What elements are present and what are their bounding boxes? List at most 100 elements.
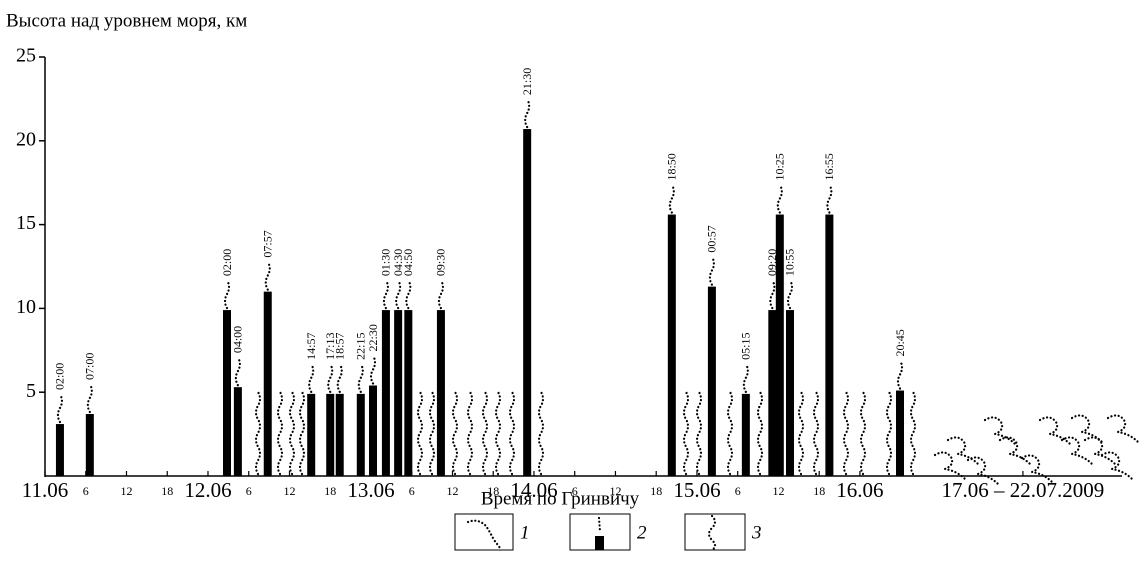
y-axis-label: Высота над уровнем моря, км xyxy=(6,10,247,31)
x-tick-label: 6 xyxy=(409,484,415,498)
plume xyxy=(308,362,315,393)
plume-icon xyxy=(494,390,502,476)
x-tick-label: 18 xyxy=(324,484,336,498)
time-label: 20:45 xyxy=(893,329,907,356)
bar xyxy=(707,286,716,476)
x-tick-label: 6 xyxy=(735,484,741,498)
x-tick-label: 6 xyxy=(83,484,89,498)
time-label: 07:57 xyxy=(260,230,274,257)
plume xyxy=(524,97,531,129)
legend: 1 2 3 xyxy=(454,513,762,552)
time-label: 02:00 xyxy=(53,363,67,390)
cloud-icon xyxy=(1106,414,1140,444)
cloud-icon xyxy=(1060,436,1094,466)
plume xyxy=(405,278,412,310)
plume-icon xyxy=(537,390,545,476)
time-label: 10:55 xyxy=(783,249,797,276)
plume-icon xyxy=(288,390,296,476)
x-tick-label: 6 xyxy=(572,484,578,498)
plume xyxy=(223,278,231,310)
bar xyxy=(326,393,335,476)
time-label: 21:30 xyxy=(520,68,534,95)
time-label: 16:55 xyxy=(822,153,836,180)
bar xyxy=(404,310,413,476)
bar xyxy=(55,424,64,476)
plume xyxy=(234,356,241,387)
time-label: 14:57 xyxy=(304,333,318,360)
cloud-icon xyxy=(1083,436,1117,466)
cloud-icon xyxy=(1100,451,1134,481)
cloud-icon xyxy=(966,456,1000,486)
x-tick-label: 14.06 xyxy=(510,478,557,502)
time-label: 18:50 xyxy=(665,153,679,180)
time-label: 22:15 xyxy=(354,333,368,360)
x-tick-label: 16.06 xyxy=(836,478,883,502)
time-label: 04:30 xyxy=(391,249,405,276)
x-tick-label: 12 xyxy=(609,484,621,498)
plume xyxy=(742,362,749,393)
plume-icon xyxy=(812,390,820,476)
plume xyxy=(264,260,271,291)
legend-label: 3 xyxy=(751,522,762,543)
legend-box xyxy=(684,513,746,551)
plume-icon xyxy=(298,390,306,476)
plume xyxy=(369,354,377,385)
plume-icon xyxy=(682,390,690,476)
x-tick-label: 12 xyxy=(283,484,295,498)
bar xyxy=(335,393,344,476)
cloud-icon xyxy=(1020,454,1054,484)
bar xyxy=(381,310,390,476)
plume-icon xyxy=(797,390,805,476)
cloud-icon xyxy=(946,436,980,466)
plume xyxy=(56,392,64,424)
bar xyxy=(233,387,242,476)
plume xyxy=(668,183,675,214)
bar xyxy=(825,214,834,476)
plume xyxy=(327,362,334,393)
legend-icon xyxy=(597,516,602,534)
plume xyxy=(826,183,833,214)
legend-icon xyxy=(466,519,502,550)
x-tick-label: 18 xyxy=(650,484,662,498)
plume-icon xyxy=(416,390,424,476)
time-label: 04:50 xyxy=(401,249,415,276)
bar xyxy=(667,214,676,476)
x-tick-label: 11.06 xyxy=(22,478,68,502)
x-tick-label: 12.06 xyxy=(184,478,231,502)
plume-icon xyxy=(508,390,516,476)
time-label: 18:57 xyxy=(332,333,346,360)
plume xyxy=(437,278,445,310)
x-tick-label: 12 xyxy=(772,484,784,498)
time-label: 02:00 xyxy=(220,249,234,276)
x-tick-label: 12 xyxy=(446,484,458,498)
plume xyxy=(769,278,776,310)
bar xyxy=(85,413,94,476)
x-tick-label: 6 xyxy=(246,484,252,498)
bar xyxy=(223,310,232,476)
plume xyxy=(896,359,904,390)
x-tick-label: 18 xyxy=(161,484,173,498)
plume-icon xyxy=(726,390,734,476)
plume-icon xyxy=(756,390,764,476)
bar xyxy=(394,310,403,476)
y-tick-label: 20 xyxy=(16,128,36,150)
time-label: 22:30 xyxy=(366,324,380,351)
time-label: 05:15 xyxy=(739,333,753,360)
plume xyxy=(708,255,715,286)
x-tick-label: 18 xyxy=(813,484,825,498)
plume xyxy=(382,278,390,310)
bar xyxy=(307,393,316,476)
cloud-icon xyxy=(1038,416,1072,446)
x-tick-label: 18 xyxy=(487,484,499,498)
x-axis-label: Время по Гринвичу xyxy=(481,488,640,509)
y-tick-label: 25 xyxy=(16,45,36,67)
bar xyxy=(785,310,794,476)
plume-icon xyxy=(428,390,436,476)
plume-icon xyxy=(885,390,893,476)
x-tick-label: 17.06 – 22.07.2009 xyxy=(942,478,1105,502)
plume-icon xyxy=(466,390,474,476)
time-label: 10:25 xyxy=(773,153,787,180)
x-tick-label: 13.06 xyxy=(347,478,394,502)
